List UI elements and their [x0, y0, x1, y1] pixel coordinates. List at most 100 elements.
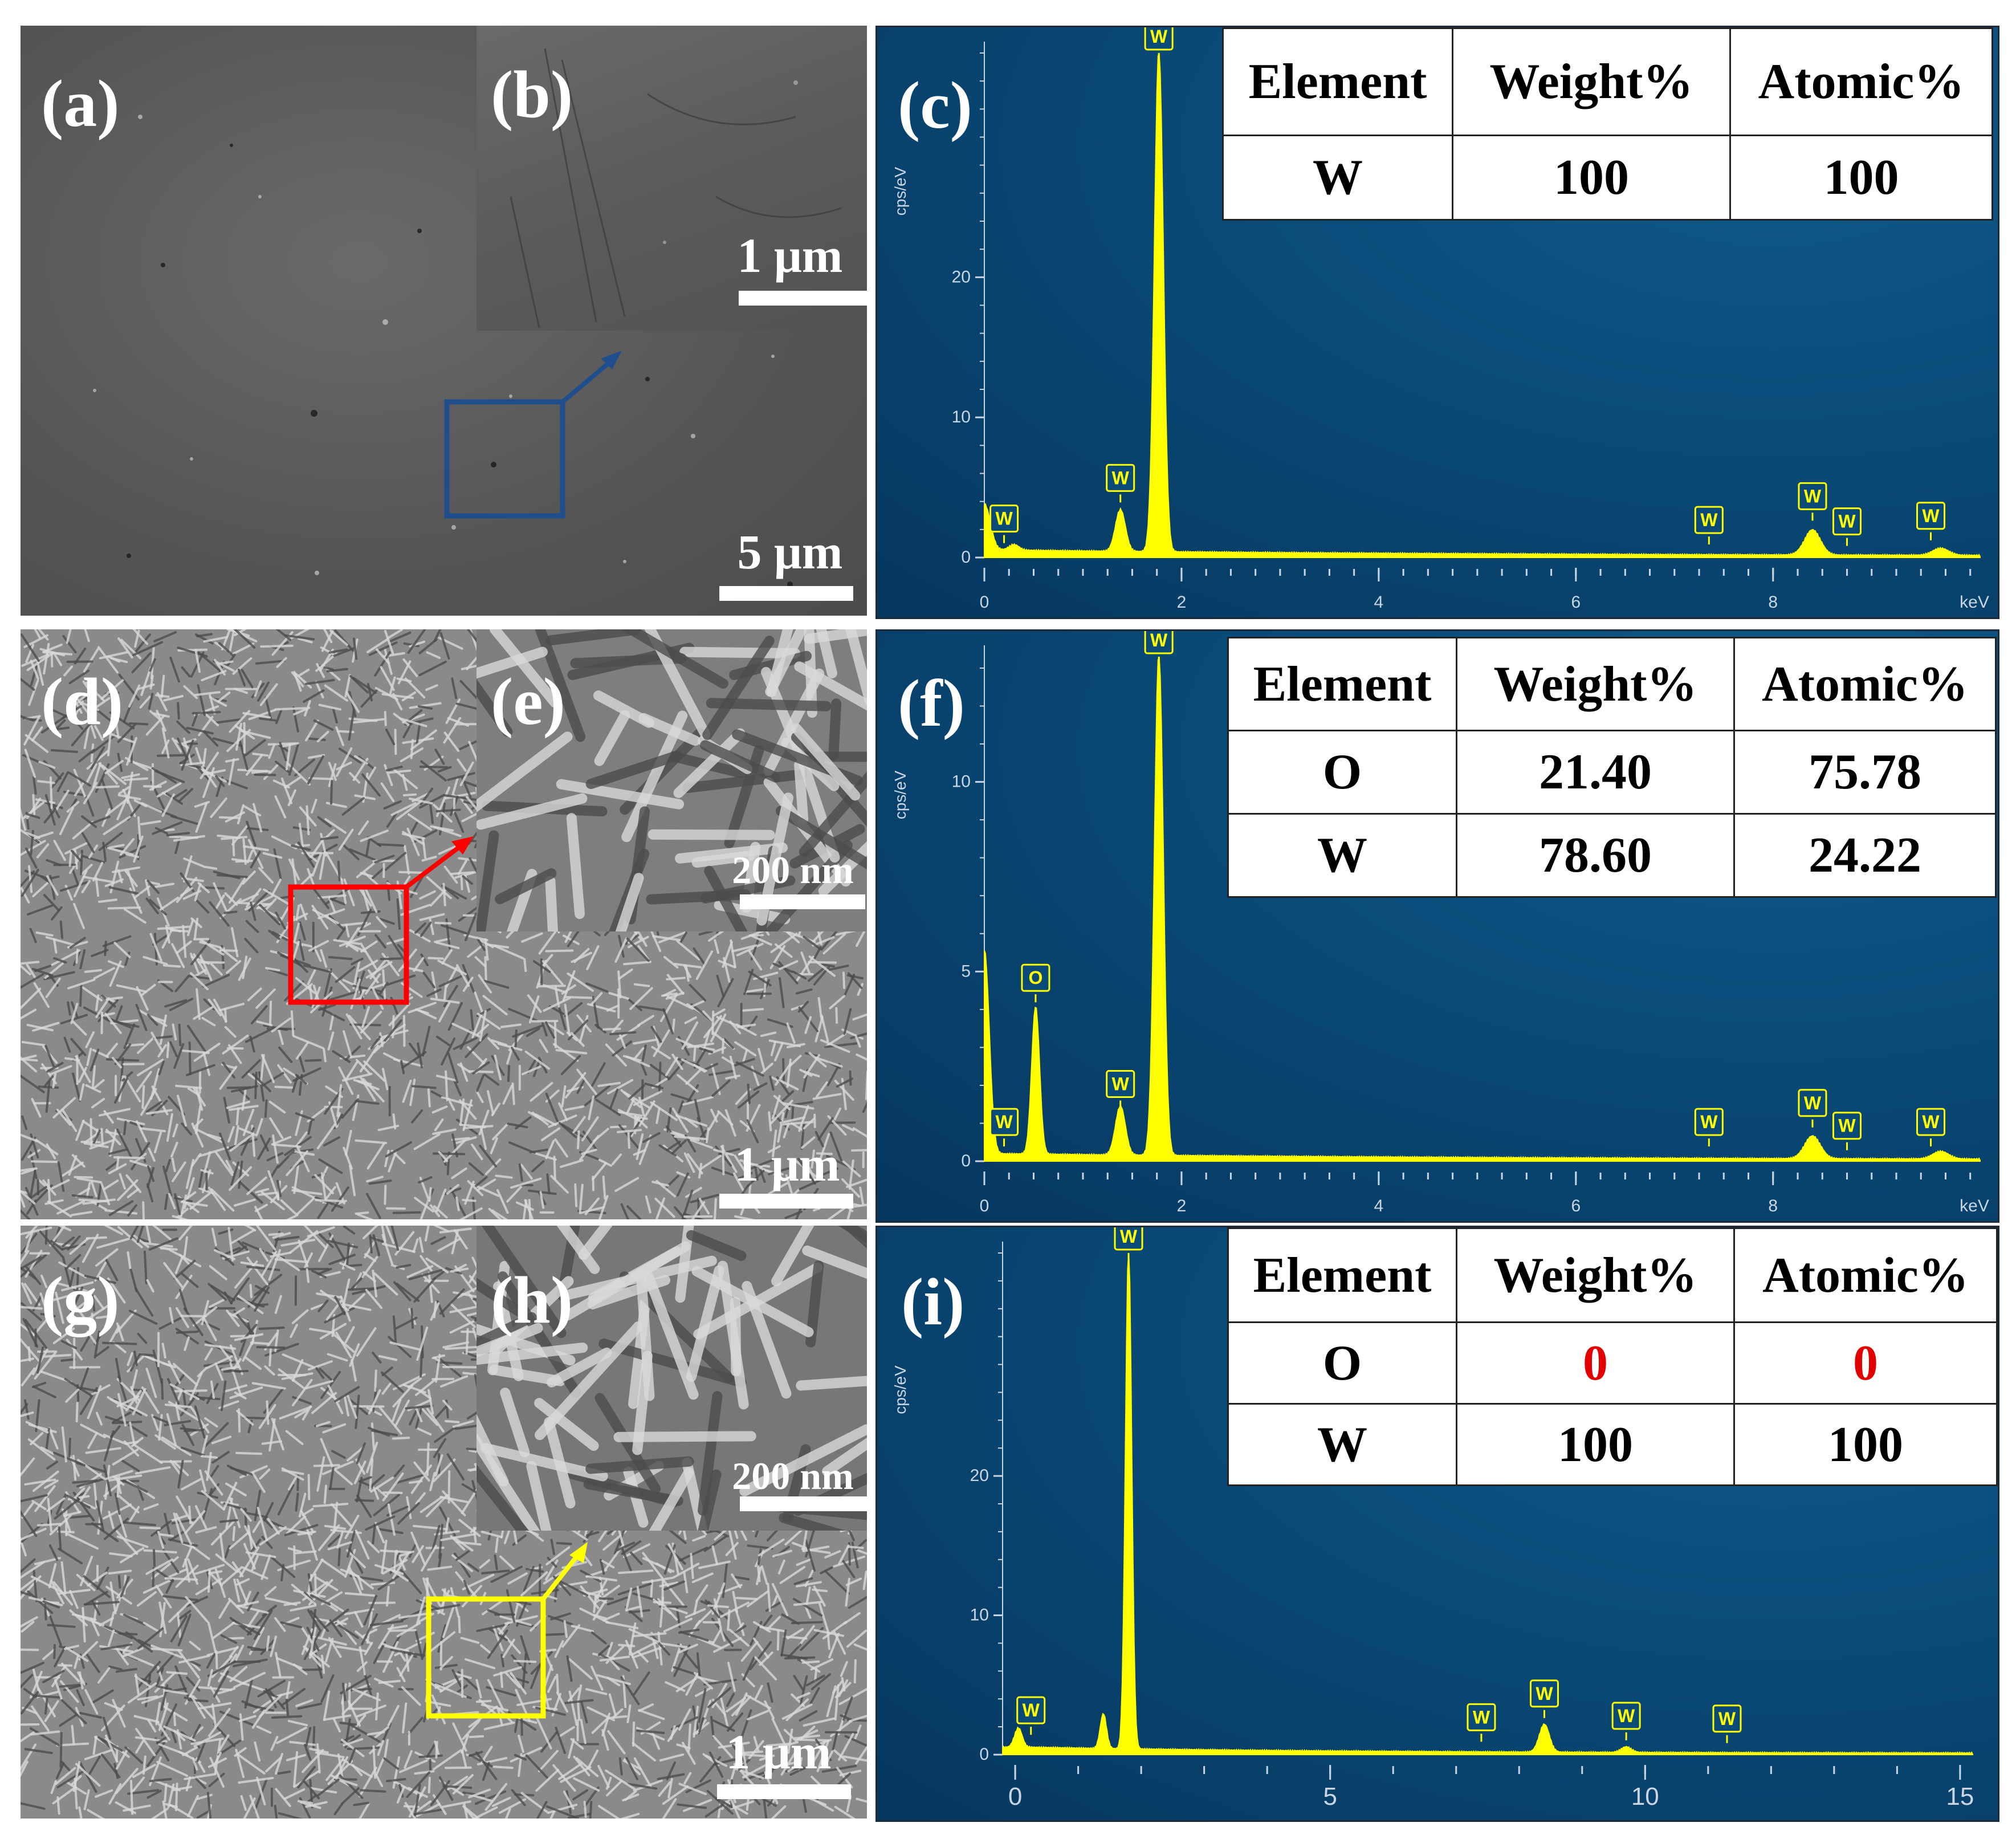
table-header-weight: Weight%: [1456, 1227, 1735, 1323]
zoom-indicator-de: [288, 836, 474, 1005]
table-cell-weight: 78.60: [1456, 813, 1735, 898]
table-cell-atomic: 24.22: [1733, 813, 1997, 898]
y-tick-label: 20: [970, 1466, 989, 1485]
x-tick-label: 2: [1177, 1197, 1187, 1215]
x-tick-label: 8: [1768, 593, 1778, 612]
table-cell-element: W: [1222, 135, 1453, 221]
scale-text-h: 200 nm: [732, 1454, 854, 1498]
scale-text-g: 1 μm: [726, 1724, 832, 1779]
scale-bar-d: [719, 1194, 853, 1209]
y-axis-label: cps/eV: [891, 166, 909, 215]
x-tick-label: 15: [1946, 1783, 1974, 1811]
peak-marker-label: W: [1838, 511, 1856, 532]
table-cell-element: O: [1227, 730, 1457, 815]
peak-marker: W: [989, 1108, 1019, 1147]
table-header-atomic: Atomic%: [1729, 27, 1993, 136]
x-tick-label: 10: [1631, 1783, 1659, 1811]
peak-marker-label: W: [1718, 1708, 1736, 1729]
peak-marker-label: W: [1838, 1116, 1856, 1136]
composition-table-f: Element Weight% Atomic% O 21.40 75.78 W …: [1227, 637, 1997, 898]
table-cell-element: W: [1227, 813, 1457, 898]
peak-marker-label: W: [1700, 510, 1718, 530]
y-tick-label: 20: [952, 267, 971, 286]
peak-marker: W: [1694, 1108, 1724, 1147]
panel-label-c: (c): [898, 68, 972, 143]
table-header-atomic: Atomic%: [1733, 637, 1997, 731]
peak-marker: W: [1144, 631, 1174, 665]
peak-marker: W: [1832, 507, 1862, 546]
peak-marker: W: [989, 505, 1019, 543]
sem-image-a: (b) 1 μm (a) 5 μm: [21, 26, 867, 616]
eds-chart-i: 0 10 20 cps/eV 0 5 10 15 W W W W W W: [891, 1227, 1974, 1811]
y-tick-label: 10: [952, 408, 971, 426]
scale-bar-e: [740, 894, 865, 909]
spectrum-series: [1002, 1252, 1973, 1756]
peak-marker: W: [1916, 1108, 1946, 1147]
x-tick-label: 0: [980, 593, 989, 612]
table-cell-weight: 21.40: [1456, 730, 1735, 815]
x-tick-label: 2: [1177, 593, 1187, 612]
table-cell-weight: 100: [1452, 135, 1731, 221]
x-tick-label: 6: [1571, 593, 1581, 612]
table-header-element: Element: [1227, 637, 1457, 731]
peak-marker-label: W: [1804, 486, 1822, 506]
peak-marker-label: W: [1023, 1700, 1040, 1720]
eds-panel-i: 0 10 20 cps/eV 0 5 10 15 W W W W W W (i) Element Weig…: [875, 1226, 1999, 1822]
scale-text-d: 1 μm: [734, 1137, 840, 1191]
spectrum-series: [984, 52, 1981, 558]
sem-image-d: (e) 200 nm (d) 1 μm: [21, 629, 867, 1219]
zoom-indicator-gh: [426, 1542, 588, 1719]
scale-bar-g: [717, 1784, 851, 1799]
peak-marker-label: W: [1700, 1112, 1718, 1132]
peak-marker: W: [1144, 27, 1174, 61]
eds-panel-f: 0 5 10 cps/eV 0 2 4 6 8 keV O W W W W W W W (f) Element W…: [875, 629, 1999, 1223]
peak-marker: W: [1016, 1696, 1046, 1735]
sem-image-g: (h) 200 nm (g) 1 μm: [21, 1226, 867, 1818]
y-tick-label: 0: [961, 548, 971, 567]
peak-marker: W: [1611, 1702, 1641, 1740]
y-axis-label: cps/eV: [891, 1365, 909, 1414]
peak-marker: W: [1106, 463, 1135, 503]
table-cell-atomic: 100: [1733, 1403, 1998, 1486]
x-tick-label: 8: [1768, 1197, 1778, 1215]
zoom-indicator-ab: [444, 351, 622, 519]
panel-label-d: (d): [41, 664, 124, 739]
peak-marker-label: W: [1120, 1227, 1138, 1247]
peak-marker-label: O: [1028, 967, 1042, 988]
peak-marker-label: W: [1150, 27, 1168, 47]
peak-marker-label: W: [1473, 1707, 1490, 1727]
sem-inset-e: (e) 200 nm: [476, 629, 867, 931]
panel-label-f: (f): [898, 666, 965, 741]
scale-bar-a: [719, 586, 853, 601]
x-unit-label: keV: [1960, 1197, 1989, 1215]
x-tick-label: 5: [1323, 1783, 1337, 1811]
y-axis-label: cps/eV: [891, 770, 909, 819]
peak-marker: W: [1114, 1227, 1143, 1261]
peak-marker-label: W: [1112, 467, 1130, 488]
table-cell-atomic: 100: [1729, 135, 1993, 221]
peak-marker: W: [1916, 502, 1946, 540]
peak-marker: W: [1694, 506, 1724, 545]
table-header-weight: Weight%: [1456, 637, 1735, 731]
x-tick-label: 6: [1571, 1197, 1581, 1215]
peak-marker: W: [1467, 1703, 1496, 1742]
table-header-element: Element: [1222, 27, 1453, 136]
table-cell-atomic: 75.78: [1733, 730, 1997, 815]
table-cell-weight: 100: [1456, 1403, 1735, 1486]
peak-marker: W: [1106, 1070, 1135, 1109]
peak-marker: W: [1798, 482, 1827, 521]
peak-marker: W: [1798, 1089, 1827, 1128]
composition-table-c: Element Weight% Atomic% W 100 100: [1222, 27, 1993, 221]
x-tick-label: 4: [1374, 593, 1384, 612]
peak-marker-label: W: [1922, 1112, 1940, 1132]
y-tick-label: 10: [970, 1606, 989, 1625]
peak-marker: O: [1021, 963, 1050, 1003]
panel-label-e: (e): [491, 664, 565, 739]
spectrum-series: [984, 656, 1981, 1162]
x-tick-label: 0: [980, 1197, 989, 1215]
scale-text-a: 5 μm: [737, 524, 843, 579]
x-unit-label: keV: [1960, 593, 1989, 612]
table-header-weight: Weight%: [1452, 27, 1731, 136]
panel-label-i: (i): [901, 1264, 965, 1339]
